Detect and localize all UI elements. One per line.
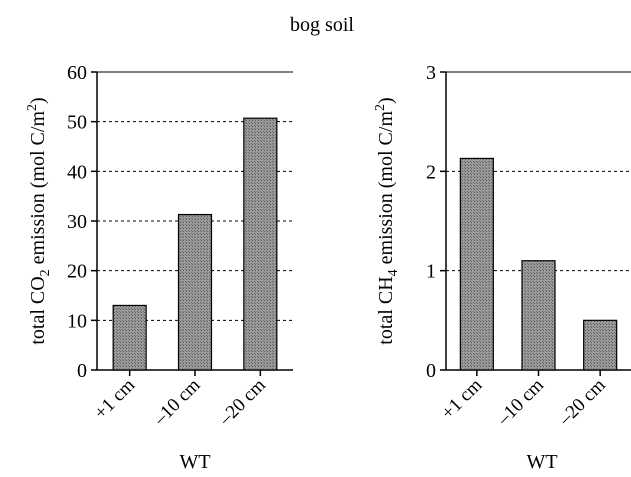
co2-ytick-label: 0 xyxy=(77,360,87,382)
ch4-ytick-label: 3 xyxy=(426,62,436,84)
ch4-y-axis-label: total CH4 emission (mol C/m2) xyxy=(373,97,401,344)
co2-y-axis-label: total CO2 emission (mol C/m2) xyxy=(25,97,53,344)
co2-ytick-label: 50 xyxy=(67,112,87,134)
figure-title: bog soil xyxy=(290,14,354,36)
ch4-x-axis-label: WT xyxy=(526,451,557,473)
ch4-bar xyxy=(521,260,556,371)
co2-bar xyxy=(112,304,147,371)
ch4-category-label: +1 cm xyxy=(437,375,486,424)
ch4-bar xyxy=(459,157,494,371)
ch4-ytick-label: 2 xyxy=(426,161,436,183)
ch4-ytick-label: 0 xyxy=(426,360,436,382)
ch4-chart: 0 1 2 3 +1 cm –10 cm –20 cm total CH4 emission … xyxy=(373,62,631,473)
co2-category-label: –20 cm xyxy=(214,375,270,431)
co2-ytick-label: 10 xyxy=(67,310,87,332)
co2-category-label: –10 cm xyxy=(149,375,205,431)
co2-ytick-label: 30 xyxy=(67,211,87,233)
co2-chart: 0 10 20 30 40 50 60 +1 cm –10 cm –20 cm total CO2 … xyxy=(25,62,293,473)
co2-bar xyxy=(177,213,213,371)
co2-ytick-label: 40 xyxy=(67,161,87,183)
co2-x-axis-label: WT xyxy=(179,451,210,473)
ch4-category-label: –20 cm xyxy=(554,375,610,431)
co2-category-label: +1 cm xyxy=(90,375,139,424)
co2-ytick-label: 20 xyxy=(67,261,87,283)
co2-ytick-label: 60 xyxy=(67,62,87,84)
co2-bar xyxy=(243,117,278,371)
ch4-category-label: –10 cm xyxy=(493,375,549,431)
ch4-bar xyxy=(583,319,618,371)
ch4-ytick-label: 1 xyxy=(426,261,436,283)
